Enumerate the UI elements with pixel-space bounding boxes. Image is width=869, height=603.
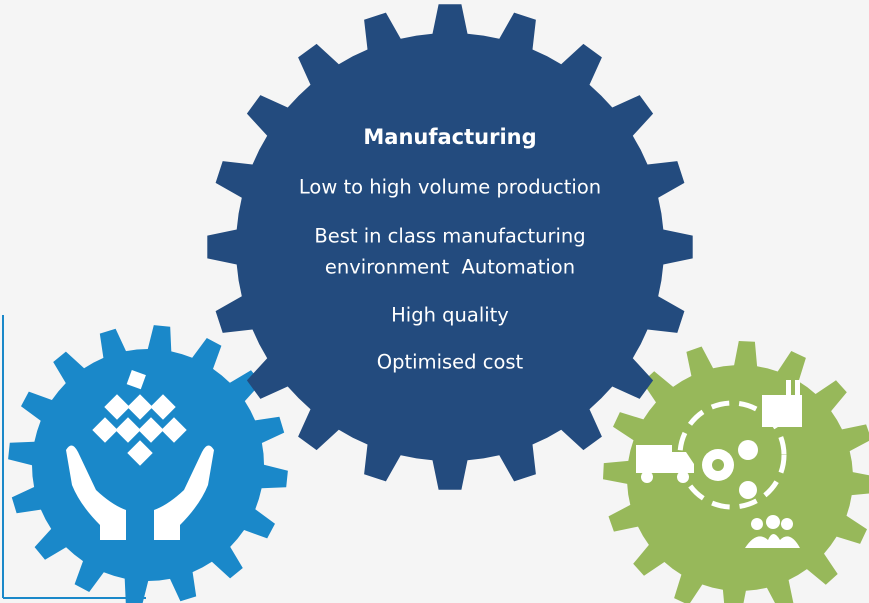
- gear-green: [603, 341, 869, 603]
- title: Manufacturing: [363, 125, 536, 149]
- icon-logistics: [636, 380, 802, 548]
- icon-hands-cubes: [66, 370, 214, 540]
- item-line: High quality: [391, 304, 509, 327]
- gear-main: [207, 4, 693, 490]
- item-line: Optimised cost: [377, 351, 524, 374]
- gear-blue: [8, 325, 288, 603]
- item-line: environment Automation: [325, 256, 575, 279]
- items: Low to high volume production Best in cla…: [299, 176, 601, 374]
- item-line: Best in class manufacturing: [314, 225, 585, 248]
- item-line: Low to high volume production: [299, 176, 601, 199]
